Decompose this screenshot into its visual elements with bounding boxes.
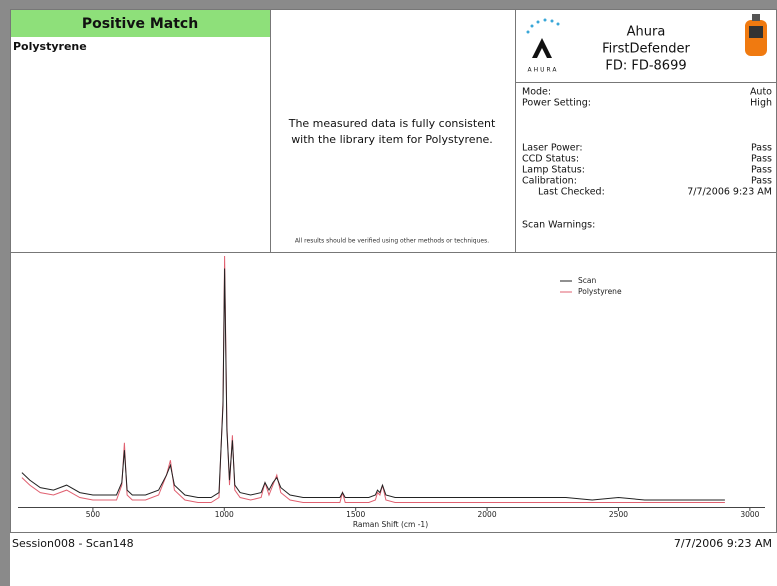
setting-label: Power Setting: [522, 98, 591, 109]
match-item: Polystyrene [13, 40, 87, 53]
status-label: Last Checked: [538, 187, 605, 198]
status-value: Pass [751, 176, 772, 187]
brand: AHURA [527, 67, 558, 74]
x-tick-label: 500 [86, 510, 101, 519]
disclaimer: All results should be verified using oth… [295, 238, 489, 245]
status-label: CCD Status: [522, 154, 579, 165]
x-tick-label: 1500 [346, 510, 365, 519]
status-label: Lamp Status: [522, 165, 585, 176]
message-line: with the library item for Polystyrene. [291, 133, 493, 146]
status-value: Pass [751, 165, 772, 176]
status-value: Pass [751, 154, 772, 165]
status-label: Laser Power: [522, 143, 583, 154]
status-label: Calibration: [522, 176, 577, 187]
x-axis-label: Raman Shift (cm -1) [353, 520, 428, 529]
status-title: Positive Match [82, 16, 198, 32]
chart-cell [11, 253, 777, 533]
frame-top [0, 0, 777, 9]
x-tick-label: 1000 [215, 510, 234, 519]
legend-label: Polystyrene [578, 287, 622, 296]
x-tick-label: 2500 [609, 510, 628, 519]
message-line: The measured data is fully consistent [288, 117, 496, 130]
footer-timestamp: 7/7/2006 9:23 AM [674, 537, 772, 550]
x-tick-label: 3000 [740, 510, 759, 519]
status-value: 7/7/2006 9:23 AM [687, 187, 772, 198]
setting-label: Mode: [522, 87, 551, 98]
setting-value: High [750, 98, 772, 109]
frame-left [0, 0, 10, 586]
message-cell [271, 10, 516, 253]
setting-value: Auto [750, 87, 772, 98]
report-page: Positive Match Polystyrene The measured … [0, 0, 777, 586]
status-value: Pass [751, 143, 772, 154]
footer-session: Session008 - Scan148 [12, 537, 134, 550]
legend-label: Scan [578, 276, 596, 285]
warnings-label: Scan Warnings: [522, 220, 595, 231]
x-tick-label: 2000 [478, 510, 497, 519]
device-name: FirstDefender [602, 42, 690, 57]
device-name: Ahura [627, 25, 666, 40]
device-name: FD: FD-8699 [605, 59, 686, 74]
